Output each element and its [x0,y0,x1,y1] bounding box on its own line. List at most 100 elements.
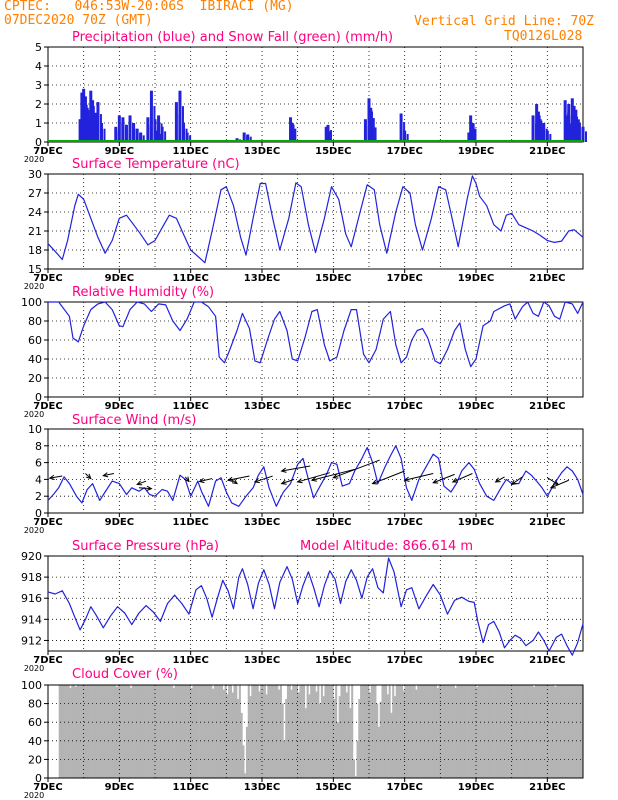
cloud-bar [529,685,532,778]
precip-bar [91,100,95,142]
cloud-bar [94,685,97,778]
cloud-bar [151,685,154,778]
cloud-bar [160,685,163,778]
wind-arrow-head [232,478,238,485]
precip-bar [549,134,552,142]
cloud-bar [72,685,76,778]
cloud-bar [411,685,414,778]
cloud-bar [65,685,68,778]
cloud-bar [488,685,491,778]
wind-arrow-shaft [550,479,569,489]
panel-frame [47,173,584,270]
precip-bar [577,123,581,142]
cloud-bar [340,685,343,778]
cloud-bar [420,685,423,778]
cloud-bar [468,685,471,778]
cloud-bar [434,685,438,778]
cloud-bar [459,685,463,778]
cloud-bar [481,685,484,778]
y-tick-label: 20 [28,372,42,385]
precip-bar [242,132,246,142]
precip-bar [536,111,540,142]
precip-bar [114,126,118,142]
cloud-bar [383,685,386,778]
grid-lines [48,302,583,397]
x-tick-label: 13DEC [244,146,280,157]
cloud-bar [502,685,505,778]
precip-bar [124,124,128,142]
precip-bar [146,117,150,142]
precip-bar [374,127,377,142]
cloud-bar [126,685,129,778]
cloud-bar [172,687,175,778]
x-tick-label: 11DEC [172,273,208,284]
cloud-bar [299,685,302,778]
x-tick-label: 11DEC [172,782,208,793]
cloud-bar [426,685,429,778]
cloud-bar [165,685,168,778]
wind-arrow-head [549,483,556,489]
cloud-bar [105,685,108,778]
cloud-bar [253,685,256,778]
y-tick-label: 40 [28,353,42,366]
cloud-bar [103,685,106,778]
precip-bar [128,115,132,142]
cloud-bar [370,685,373,778]
y-tick-label: 18 [28,244,42,257]
x-tick-label: 21DEC [529,146,565,157]
cloud-bar [401,685,404,778]
x-tick-label: 7DEC [33,401,62,412]
cloud-bar [254,685,257,778]
cloud-bar [547,685,550,778]
precip-bar [100,123,103,142]
x-tick-label: 13DEC [244,401,280,412]
x-tick-label: 11DEC [172,401,208,412]
cloud-bar [130,687,133,778]
cloud-bar [220,685,224,778]
wind-arrow-shaft [254,475,273,483]
cloud-bar [226,694,229,778]
cloud-bar [511,685,514,778]
cloud-bar [281,703,284,778]
wind-arrow-head [310,476,317,482]
cloud-bar [285,698,288,778]
cloud-bar [549,685,552,778]
y-tick-label: 0 [35,507,42,520]
cloud-bar [265,694,268,778]
y-tick-label: 60 [28,716,42,729]
precip-bar [92,113,96,142]
cloud-bar [217,685,220,778]
x-year-label: 2020 [24,155,44,164]
x-tick-label: 21DEC [529,401,565,412]
cloud-bar [85,685,88,778]
cloud-bar [76,685,79,778]
precip-bar [83,96,87,142]
cloud-bar [518,685,521,778]
cloud-bar [568,685,571,778]
cloud-bar [167,685,170,778]
precip-bar [535,104,539,142]
cloud-bar [499,685,502,778]
precip-bar [467,132,471,142]
x-tick-label: 21DEC [529,517,565,528]
header-station: CPTEC: 046:53W-20:06S IBIRACI (MG) [4,0,294,14]
cloud-bar [315,691,318,778]
precip-bar [399,113,403,142]
wind-arrow-head [332,473,339,479]
cloud-bar [67,685,70,778]
cloud-bar [304,708,307,778]
wind-arrow-shaft [433,473,455,484]
wind-arrow-head [432,478,439,484]
wind-arrow-head [494,477,501,483]
cloud-bar [540,685,543,778]
cloud-bar [572,685,575,778]
y-tick-label: 4 [35,60,42,73]
x-tick-label: 7DEC [33,782,62,793]
cloud-bar [443,685,446,778]
precip-bar [80,92,84,142]
y-tick-label: 0 [35,136,42,149]
series-line [47,445,584,507]
x-year-label: 2020 [24,664,44,673]
x-tick-label: 15DEC [315,273,351,284]
cloud-bar [306,685,309,778]
